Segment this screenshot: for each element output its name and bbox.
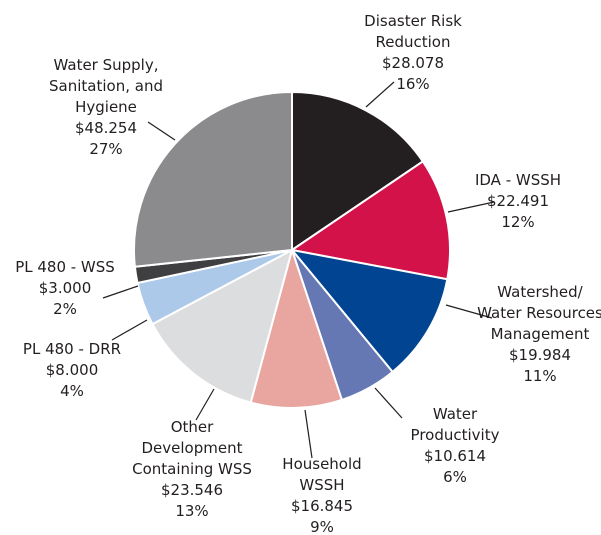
- percent-label: 9%: [310, 518, 334, 535]
- value-label: $8.000: [46, 361, 99, 379]
- value-label: $28.078: [382, 54, 444, 72]
- slice-name: Water Supply, Sanitation, and Hygiene: [49, 56, 163, 116]
- leader-line: [195, 388, 215, 421]
- pie-slice: [133, 90, 293, 268]
- slice-name: PL 480 - DRR: [23, 340, 121, 358]
- percent-label: 16%: [396, 75, 429, 93]
- value-label: $48.254: [75, 119, 137, 137]
- pie-slice: [249, 246, 344, 409]
- slice-name: PL 480 - WSS: [15, 258, 115, 276]
- value-label: $23.546: [161, 481, 223, 499]
- value-label: $3.000: [39, 279, 92, 297]
- percent-label: 2%: [53, 300, 77, 318]
- value-label: $10.614: [424, 447, 486, 465]
- value-label: $19.984: [509, 346, 571, 364]
- leader-line: [147, 121, 176, 141]
- pie-slice: [289, 248, 449, 374]
- leader-line: [304, 409, 313, 459]
- leader-line: [111, 319, 148, 341]
- slice-name: IDA - WSSH: [475, 171, 561, 189]
- slice-name: Water Productivity: [411, 405, 500, 444]
- leader-line: [445, 304, 493, 319]
- value-label: $22.491: [487, 192, 549, 210]
- percent-label: 6%: [443, 468, 467, 486]
- percent-label: 27%: [89, 140, 122, 158]
- percent-label: 4%: [60, 382, 84, 400]
- slices: [133, 90, 451, 409]
- slice-name: Household WSSH: [282, 455, 361, 494]
- leader-line: [365, 81, 395, 108]
- value-label: $16.845: [291, 497, 353, 515]
- percent-label: 11%: [523, 367, 556, 385]
- leader-line: [374, 387, 403, 419]
- pie-slice: [291, 90, 425, 252]
- percent-label: 12%: [501, 213, 534, 231]
- pie-slice: [289, 160, 451, 281]
- pie-slice: [151, 248, 294, 404]
- slice-name: Disaster Risk Reduction: [364, 12, 462, 51]
- leader-line: [447, 201, 495, 213]
- leader-line: [102, 285, 139, 299]
- percent-label: 13%: [175, 502, 208, 520]
- slice-name: Watershed/Water Resources Management: [477, 283, 601, 343]
- slice-name: Other Development Containing WSS: [132, 418, 252, 478]
- leaders: [102, 81, 495, 459]
